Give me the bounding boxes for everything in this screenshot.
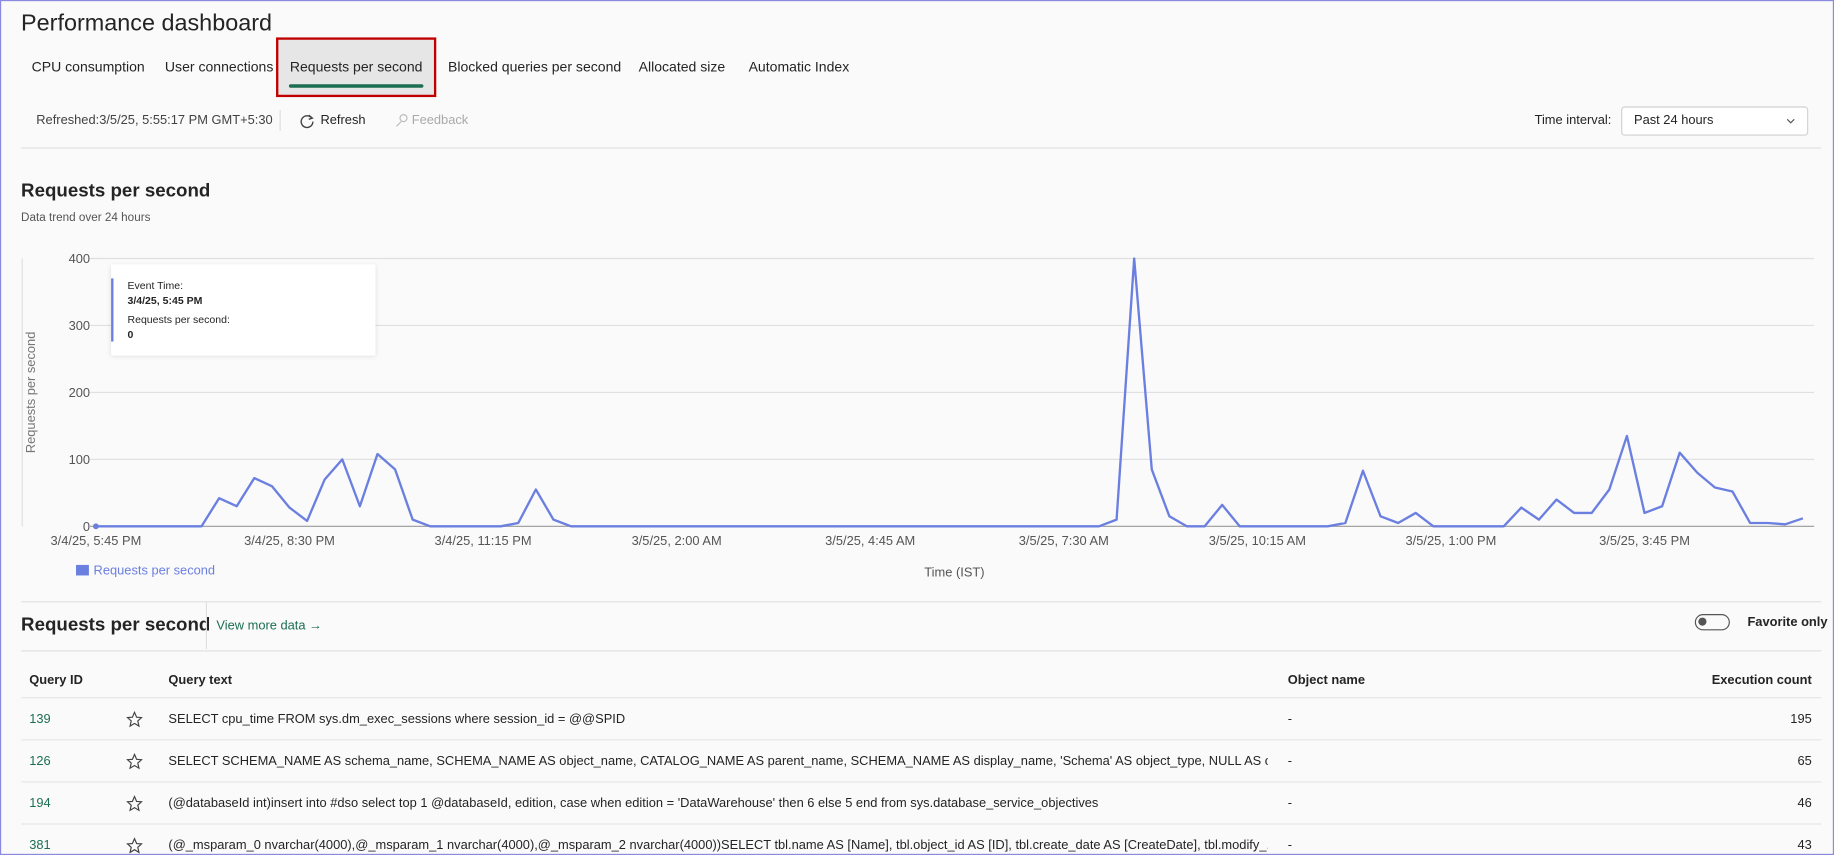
star-shape bbox=[126, 711, 143, 728]
x-tick-label: 3/4/25, 5:45 PM bbox=[51, 533, 142, 548]
legend-swatch bbox=[76, 564, 89, 576]
cell: - bbox=[1287, 796, 1293, 811]
favorite-star[interactable] bbox=[126, 837, 143, 854]
query-id-link[interactable]: 139 bbox=[29, 712, 51, 727]
query-id-link[interactable]: 194 bbox=[29, 796, 51, 811]
cell: - bbox=[1287, 712, 1293, 727]
legend-label: Requests per second bbox=[94, 562, 216, 577]
y-tick-label: 0 bbox=[83, 519, 90, 534]
x-tick-label: 3/5/25, 10:15 AM bbox=[1209, 533, 1306, 548]
table-header: Query ID Query text Object name Execution c… bbox=[21, 660, 1821, 702]
tab[interactable]: Automatic Index bbox=[748, 58, 850, 75]
cell: - bbox=[1287, 754, 1293, 769]
feedback-button[interactable]: Feedback bbox=[411, 113, 469, 128]
time-interval-label: Time interval: bbox=[1534, 113, 1612, 128]
favorite-star[interactable] bbox=[126, 711, 143, 728]
divider bbox=[21, 147, 1822, 149]
tab[interactable]: CPU consumption bbox=[31, 58, 145, 75]
cell: 195 bbox=[1790, 712, 1812, 727]
x-tick-label: 3/5/25, 2:00 AM bbox=[632, 533, 722, 548]
time-interval-value: Past 24 hours bbox=[1633, 113, 1714, 128]
y-tick-label: 200 bbox=[69, 385, 90, 400]
separator bbox=[279, 109, 281, 131]
y-tick-label: 100 bbox=[69, 452, 90, 467]
query-id-link[interactable]: 381 bbox=[29, 838, 51, 853]
y-tick-label: 300 bbox=[69, 318, 90, 333]
view-more-link[interactable]: View more data → bbox=[216, 618, 322, 633]
cell: SELECT cpu_time FROM sys.dm_exec_session… bbox=[168, 712, 626, 727]
cell: 46 bbox=[1797, 796, 1812, 811]
x-axis-title: Time (IST) bbox=[924, 565, 984, 580]
favorite-toggle[interactable] bbox=[1694, 614, 1730, 631]
cell: - bbox=[1287, 838, 1293, 853]
favorite-label: Favorite only bbox=[1747, 615, 1828, 630]
y-tick-label: 400 bbox=[69, 251, 90, 266]
table-title: Requests per second bbox=[21, 615, 211, 636]
hover-point bbox=[92, 523, 99, 530]
cell: SELECT SCHEMA_NAME AS schema_name, SCHEM… bbox=[168, 754, 1268, 769]
divider bbox=[21, 601, 1822, 603]
favorite-star[interactable] bbox=[126, 795, 143, 812]
page-title: Performance dashboard bbox=[21, 10, 273, 37]
tooltip: Event Time: 3/4/25, 5:45 PM Requests per… bbox=[111, 264, 376, 356]
tab[interactable]: Requests per second bbox=[276, 37, 437, 98]
chart-title: Requests per second bbox=[21, 181, 211, 202]
chart-subtitle: Data trend over 24 hours bbox=[21, 211, 151, 225]
refreshed-time: Refreshed:3/5/25, 5:55:17 PM GMT+5:30 bbox=[36, 113, 273, 128]
x-tick-label: 3/5/25, 1:00 PM bbox=[1406, 533, 1497, 548]
star-shape bbox=[126, 753, 143, 770]
tab[interactable]: User connections bbox=[164, 58, 274, 75]
refresh-icon bbox=[300, 114, 314, 129]
x-tick-label: 3/5/25, 3:45 PM bbox=[1599, 533, 1690, 548]
column-header: Query text bbox=[168, 673, 233, 688]
tooltip-time-label: Event Time: bbox=[127, 279, 184, 292]
time-interval-dropdown[interactable]: Past 24 hours bbox=[1621, 106, 1809, 136]
favorite-star[interactable] bbox=[126, 753, 143, 770]
cell: (@databaseId int)insert into #dso select… bbox=[168, 796, 1099, 811]
tab[interactable]: Allocated size bbox=[638, 58, 726, 75]
column-header: Execution count bbox=[1711, 673, 1812, 688]
tooltip-value-label: Requests per second: bbox=[127, 313, 230, 326]
toggle-knob bbox=[1698, 617, 1707, 626]
table-row: 381 (@_msparam_0 nvarchar(4000),@_msparam… bbox=[21, 823, 1822, 854]
tooltip-accent bbox=[111, 278, 114, 342]
divider bbox=[21, 650, 1822, 652]
view-more-text: View more data bbox=[216, 618, 306, 633]
separator bbox=[205, 602, 208, 650]
line-series bbox=[95, 257, 1804, 528]
tooltip-value: 0 bbox=[127, 328, 134, 341]
table-row: 139 SELECT cpu_time FROM sys.dm_exec_sess… bbox=[21, 697, 1822, 740]
x-tick-label: 3/4/25, 11:15 PM bbox=[435, 533, 532, 548]
tab[interactable]: Blocked queries per second bbox=[447, 58, 622, 75]
query-id-link[interactable]: 126 bbox=[29, 754, 51, 769]
x-tick-label: 3/5/25, 4:45 AM bbox=[825, 533, 915, 548]
star-shape bbox=[126, 837, 143, 854]
chart: 0 100 200 300 400 3/4/25, 5:45 PM 3/4/25, 8:30… bbox=[21, 251, 1815, 580]
tooltip-time: 3/4/25, 5:45 PM bbox=[127, 294, 203, 307]
feedback-icon bbox=[396, 114, 408, 127]
x-tick-label: 3/5/25, 7:30 AM bbox=[1019, 533, 1109, 548]
table-row: 126 SELECT SCHEMA_NAME AS schema_name, SC… bbox=[21, 739, 1822, 782]
cell: 65 bbox=[1797, 754, 1812, 769]
chevron bbox=[1786, 118, 1795, 124]
table-row: 194 (@databaseId int)insert into #dso sel… bbox=[21, 781, 1822, 824]
cell: (@_msparam_0 nvarchar(4000),@_msparam_1 … bbox=[168, 838, 1268, 853]
refresh-button[interactable]: Refresh bbox=[320, 113, 366, 128]
column-header: Object name bbox=[1287, 673, 1366, 688]
cell: 43 bbox=[1797, 838, 1812, 853]
x-tick-label: 3/4/25, 8:30 PM bbox=[244, 533, 335, 548]
y-axis-title: Requests per second bbox=[23, 332, 38, 454]
column-header: Query ID bbox=[29, 673, 83, 688]
star-shape bbox=[126, 795, 143, 812]
